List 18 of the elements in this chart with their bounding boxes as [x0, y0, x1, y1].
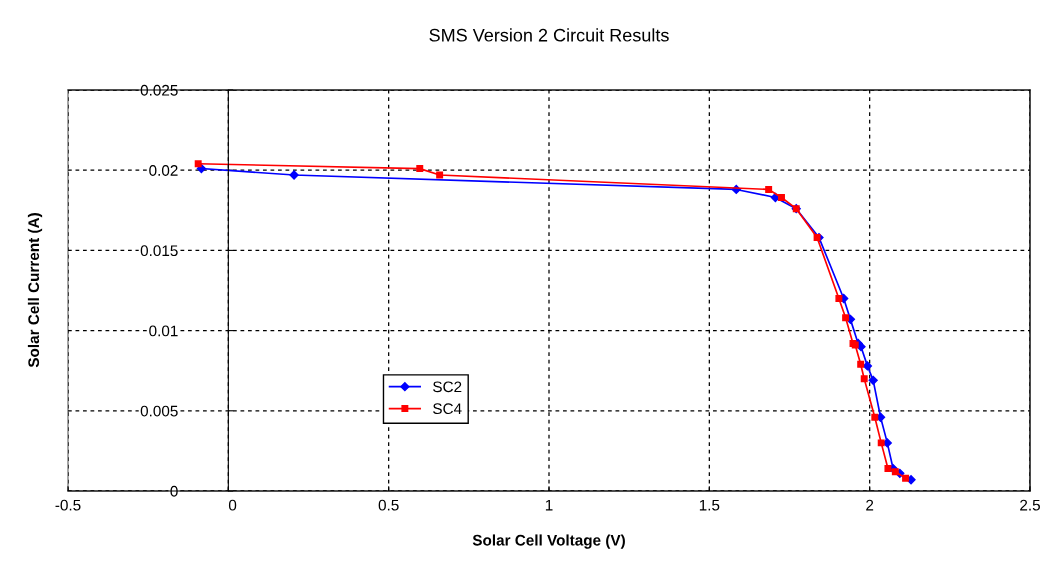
x-tick-label: 1 — [545, 499, 553, 511]
x-axis-title: Solar Cell Voltage (V) — [472, 534, 625, 549]
x-tick-label: 0.5 — [378, 499, 399, 511]
x-tick-label: 0 — [228, 499, 237, 511]
y-tick-label: 0 — [170, 485, 178, 497]
y-tick-label: 0.025 — [140, 84, 178, 96]
x-tick-label: 1.5 — [699, 499, 720, 511]
legend-label: SC4 — [433, 403, 462, 415]
x-tick-label: 2 — [866, 499, 874, 511]
x-tick-label: -0.5 — [55, 499, 81, 511]
y-tick-label: 0.02 — [149, 165, 178, 176]
chart-title: SMS Version 2 Circuit Results — [429, 28, 669, 42]
legend-label: SC2 — [433, 381, 462, 393]
y-axis-title: Solar Cell Current (A) — [27, 213, 43, 368]
y-tick-label: 0.01 — [149, 325, 178, 337]
y-tick-label: 0.005 — [140, 405, 178, 417]
y-tick-label: 0.015 — [140, 245, 178, 257]
x-tick-label: 2.5 — [1020, 499, 1040, 511]
